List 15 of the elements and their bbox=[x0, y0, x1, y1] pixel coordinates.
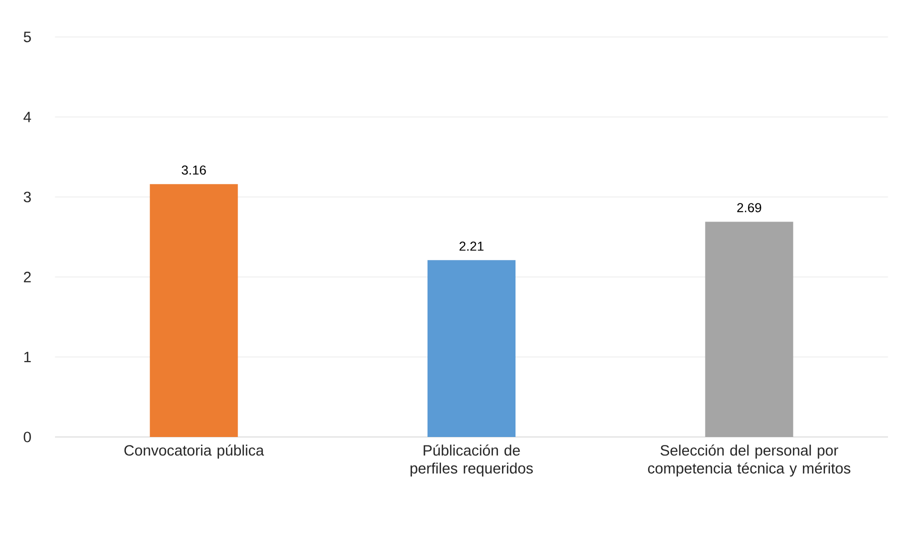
y-tick-label: 2 bbox=[24, 272, 31, 282]
y-tick-label: 5 bbox=[24, 32, 31, 42]
y-tick-label: 0 bbox=[24, 432, 31, 442]
y-tick-label: 1 bbox=[24, 352, 31, 362]
data-label: 2.21 bbox=[460, 242, 484, 251]
y-tick-label: 4 bbox=[24, 112, 32, 122]
x-tick-label: Convocatoria pública bbox=[124, 444, 264, 459]
x-tick-label: Selección del personal por competencia técnica y méritos bbox=[648, 444, 850, 477]
x-tick-label: Públicación de perfiles requeridos bbox=[410, 444, 533, 477]
y-tick-label: 3 bbox=[24, 192, 31, 202]
data-label: 3.16 bbox=[182, 165, 206, 175]
data-label: 2.69 bbox=[737, 203, 762, 212]
bar bbox=[150, 184, 238, 437]
bar bbox=[705, 222, 794, 437]
bar bbox=[428, 260, 516, 437]
